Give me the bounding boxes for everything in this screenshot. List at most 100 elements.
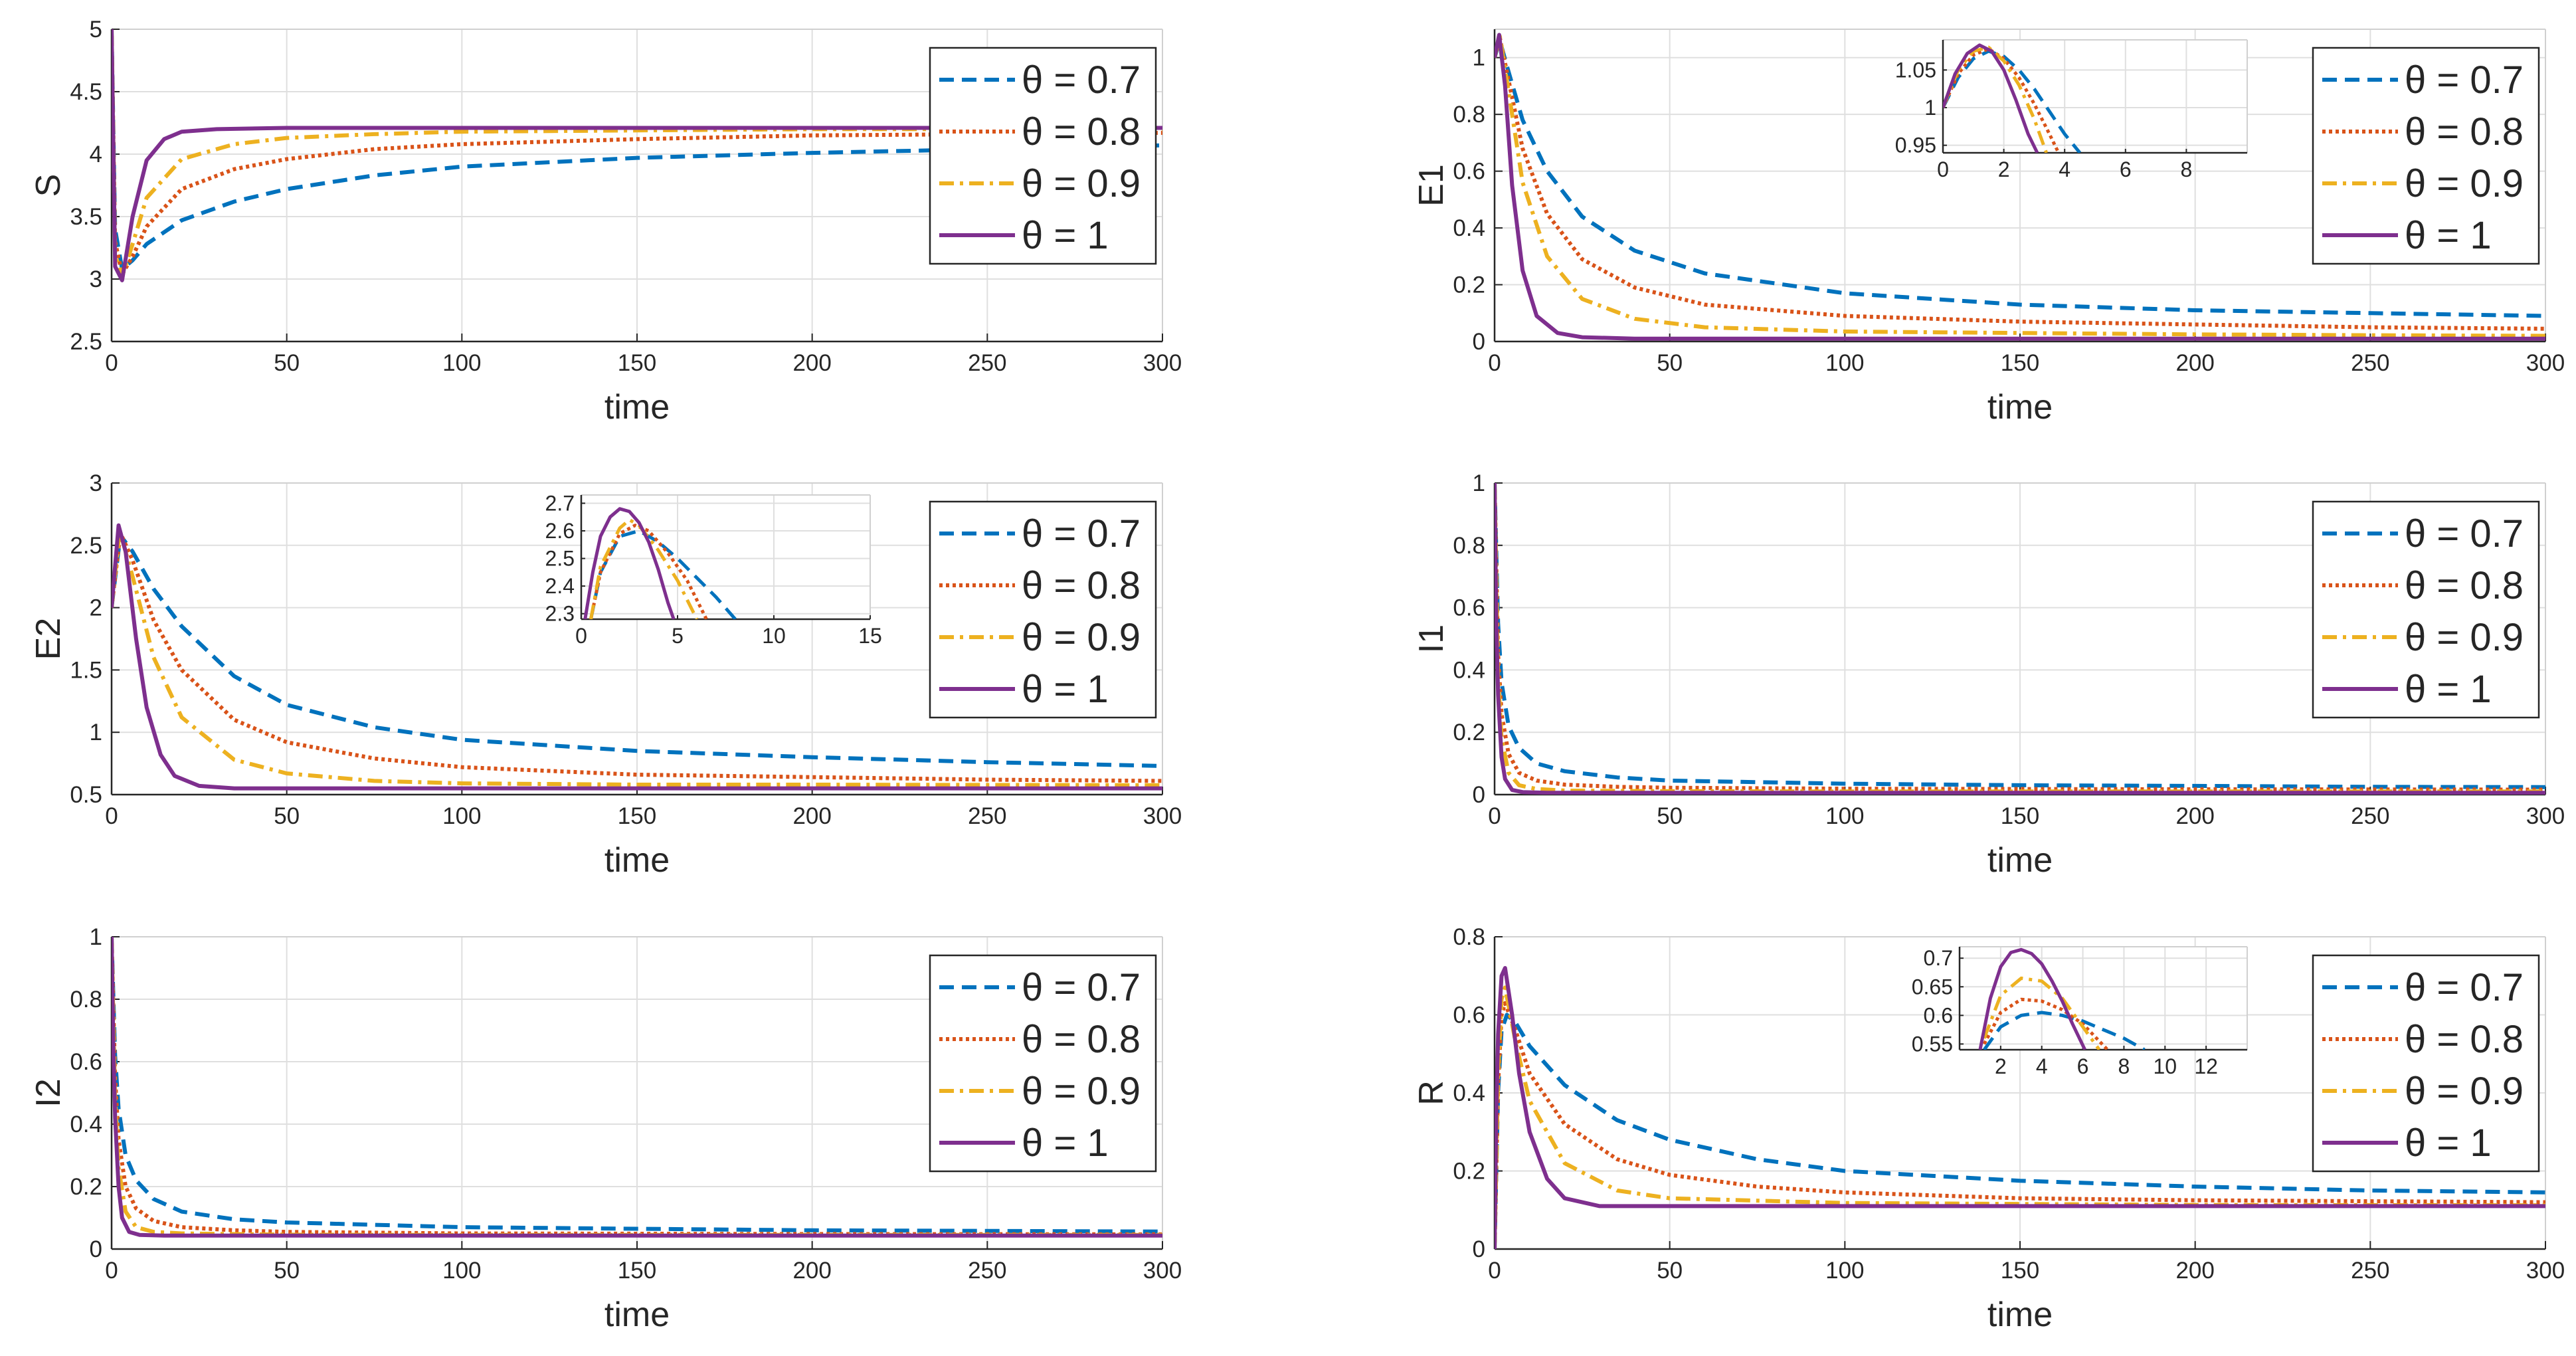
series-line [1495, 1013, 2545, 1249]
y-tick-label: 0 [1473, 782, 1485, 808]
x-tick-label: 0 [1488, 1258, 1501, 1284]
x-tick-label: 200 [2175, 350, 2214, 376]
x-tick-label: 0 [575, 624, 587, 648]
legend-box [929, 47, 1157, 265]
series-line [112, 523, 1162, 791]
series-line [1495, 966, 2545, 1249]
inset-background [1943, 40, 2247, 153]
legend-label: θ = 0.8 [2405, 1018, 2524, 1061]
series-line [112, 937, 1162, 1234]
legend-label: θ = 0.7 [2405, 512, 2524, 555]
legend-label: θ = 0.9 [2405, 162, 2524, 205]
x-tick-label: 250 [968, 350, 1006, 376]
y-tick-label: 0.2 [70, 1174, 102, 1200]
x-axis-label: time [1987, 841, 2053, 880]
inset-plot: 0 5 10 15 2.3 2.4 2.5 2.6 2.7 [545, 491, 882, 648]
x-tick-label: 250 [968, 1258, 1006, 1284]
x-tick-label: 10 [2153, 1054, 2177, 1078]
x-axis-label: time [604, 841, 670, 880]
inset-series-line [583, 507, 676, 619]
inset-series-line [1978, 947, 2086, 1050]
y-tick-label: 4 [90, 142, 102, 167]
y-tick-label: 2.5 [545, 547, 575, 571]
y-tick-label: 0.65 [1912, 975, 1953, 999]
y-axis-label: I1 [1412, 625, 1451, 653]
y-tick-label: 1 [1924, 96, 1936, 120]
chart-R: 0 50 100 150 200 250 300 0 0.2 0.4 0.6 0.8 time R 2 4 6 8… [1412, 924, 2565, 1334]
series-line [112, 533, 1162, 768]
inset-series-line [1943, 49, 2082, 153]
series-line [112, 937, 1162, 1237]
legend: θ = 0.7 θ = 0.8 θ = 0.9 θ = 1 [929, 500, 1157, 719]
x-tick-label: 300 [2526, 350, 2565, 376]
x-tick-label: 150 [618, 1258, 656, 1284]
chart-E1: 0 50 100 150 200 250 300 0 0.2 0.4 0.6 0.8 1 time E1 0 2… [1412, 29, 2565, 427]
y-tick-label: 0.4 [1453, 657, 1485, 683]
x-tick-label: 300 [2526, 803, 2565, 829]
legend-label: θ = 1 [1022, 214, 1109, 257]
y-tick-label: 0.8 [1453, 102, 1485, 128]
x-tick-label: 50 [274, 1258, 300, 1284]
chart-I2: 0 50 100 150 200 250 300 0 0.2 0.4 0.6 0.8 1 time I2 θ … [29, 924, 1182, 1334]
series-line [112, 528, 1162, 787]
y-tick-label: 5 [90, 17, 102, 43]
y-tick-label: 0 [1473, 1236, 1485, 1262]
series-line [1495, 1001, 2545, 1249]
y-tick-label: 2.5 [70, 329, 102, 355]
y-axis-label: E1 [1412, 164, 1451, 207]
y-tick-label: 3 [90, 266, 102, 292]
legend-label: θ = 0.7 [2405, 966, 2524, 1009]
y-tick-label: 0.6 [1453, 595, 1485, 621]
legend: θ = 0.7 θ = 0.8 θ = 0.9 θ = 1 [929, 47, 1157, 265]
y-axis-label: R [1412, 1080, 1451, 1106]
x-tick-label: 100 [1825, 803, 1864, 829]
legend-box [929, 954, 1157, 1173]
x-tick-label: 50 [1657, 1258, 1683, 1284]
y-tick-label: 0.2 [1453, 1159, 1485, 1185]
x-tick-label: 12 [2194, 1054, 2218, 1078]
y-tick-label: 0.4 [1453, 1080, 1485, 1106]
inset-plot: 2 4 6 8 10 12 0.55 0.6 0.65 0.7 [1912, 946, 2248, 1078]
x-tick-label: 300 [1143, 1258, 1182, 1284]
y-tick-label: 0.6 [1924, 1003, 1953, 1027]
x-tick-label: 100 [442, 350, 481, 376]
x-tick-label: 250 [2351, 1258, 2389, 1284]
series-line [1495, 34, 2545, 338]
series-line [1495, 483, 2545, 795]
legend: θ = 0.7 θ = 0.8 θ = 0.9 θ = 1 [929, 954, 1157, 1173]
x-axis-label: time [604, 1296, 670, 1334]
x-axis-label: time [604, 388, 670, 427]
x-tick-label: 200 [2175, 803, 2214, 829]
x-tick-label: 200 [2175, 1258, 2214, 1284]
x-tick-label: 200 [792, 350, 831, 376]
legend-label: θ = 1 [2405, 1121, 2492, 1165]
x-tick-label: 2 [1998, 157, 2010, 181]
y-tick-label: 0.95 [1895, 134, 1936, 157]
x-tick-label: 300 [1143, 803, 1182, 829]
x-tick-label: 250 [968, 803, 1006, 829]
legend: θ = 0.7 θ = 0.8 θ = 0.9 θ = 1 [2312, 954, 2540, 1173]
legend-label: θ = 0.8 [2405, 564, 2524, 607]
legend-label: θ = 0.7 [1022, 512, 1141, 555]
y-tick-label: 2 [90, 595, 102, 621]
legend-box [2312, 500, 2540, 719]
y-tick-label: 3.5 [70, 204, 102, 230]
legend-label: θ = 1 [1022, 1121, 1109, 1165]
inset-series-line [1943, 47, 2061, 153]
legend-label: θ = 0.8 [1022, 564, 1141, 607]
y-tick-label: 0.8 [1453, 533, 1485, 559]
inset-series-line [1982, 997, 2109, 1050]
x-tick-label: 100 [1825, 1258, 1864, 1284]
y-axis-label: E2 [29, 618, 68, 660]
x-tick-label: 0 [1937, 157, 1949, 181]
legend-label: θ = 0.7 [2405, 58, 2524, 102]
series-line [1495, 35, 2545, 331]
x-axis-label: time [1987, 388, 2053, 427]
y-tick-label: 0.6 [1453, 1003, 1485, 1028]
series-line [112, 29, 1162, 282]
legend-label: θ = 0.7 [1022, 58, 1141, 102]
x-tick-label: 50 [274, 350, 300, 376]
x-tick-label: 200 [792, 1258, 831, 1284]
y-tick-label: 0.5 [70, 782, 102, 808]
